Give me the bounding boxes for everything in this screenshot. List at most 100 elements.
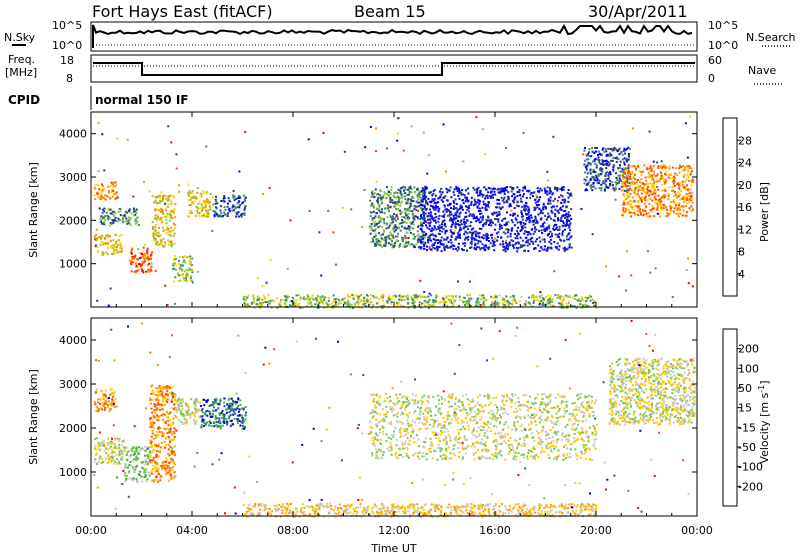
- power-pixel: [563, 209, 566, 212]
- power-pixel: [596, 146, 598, 149]
- velocity-pixel: [171, 458, 174, 461]
- power-pixel: [641, 182, 644, 185]
- power-pixel: [449, 239, 452, 241]
- power-pixel: [233, 195, 236, 198]
- velocity-pixel: [166, 390, 169, 393]
- velocity-pixel: [135, 458, 138, 461]
- velocity-pixel: [171, 422, 174, 425]
- power-pixel: [237, 215, 240, 218]
- velocity-pixel: [151, 451, 153, 454]
- power-pixel: [435, 228, 438, 231]
- power-pixel: [612, 156, 615, 159]
- power-pixel: [648, 167, 651, 170]
- power-pixel: [420, 203, 423, 206]
- power-pixel: [476, 246, 479, 249]
- power-noise-pixel: [605, 265, 607, 268]
- power-pixel: [383, 244, 386, 247]
- velocity-pixel: [144, 475, 147, 478]
- velocity-pixel: [157, 455, 160, 458]
- power-pixel: [448, 298, 450, 301]
- power-noise-pixel: [350, 208, 353, 211]
- power-pixel: [605, 154, 608, 157]
- power-pixel: [455, 211, 458, 214]
- power-pixel: [388, 237, 391, 240]
- power-pixel: [662, 204, 665, 207]
- power-pixel: [443, 248, 446, 250]
- power-pixel: [389, 192, 392, 195]
- power-pixel: [627, 169, 630, 172]
- power-pixel: [135, 265, 138, 268]
- power-pixel: [449, 300, 452, 303]
- power-pixel: [401, 219, 404, 221]
- power-pixel: [477, 210, 480, 213]
- power-pixel: [485, 208, 488, 211]
- power-pixel: [258, 296, 261, 299]
- power-pixel: [435, 300, 438, 303]
- power-noise-pixel: [402, 149, 405, 152]
- power-noise-pixel: [327, 209, 330, 212]
- power-pixel: [422, 208, 425, 211]
- velocity-pixel: [153, 409, 156, 412]
- power-pixel: [215, 200, 218, 203]
- power-pixel: [532, 191, 535, 194]
- velocity-pixel: [234, 408, 237, 411]
- power-pixel: [366, 294, 369, 297]
- velocity-pixel: [109, 388, 112, 391]
- power-pixel: [618, 179, 621, 182]
- power-pixel: [605, 164, 608, 167]
- velocity-pixel: [152, 449, 155, 452]
- power-pixel: [686, 177, 689, 180]
- power-pixel: [541, 232, 544, 234]
- power-pixel: [516, 221, 519, 224]
- power-pixel: [657, 165, 660, 168]
- power-pixel: [482, 216, 484, 219]
- power-pixel: [97, 184, 100, 187]
- power-pixel: [111, 195, 114, 198]
- power-pixel: [506, 211, 508, 214]
- velocity-pixel: [157, 445, 160, 447]
- power-pixel: [609, 173, 612, 176]
- power-pixel: [359, 300, 362, 303]
- power-pixel: [519, 236, 522, 239]
- power-pixel: [589, 172, 592, 175]
- velocity-pixel: [157, 471, 160, 474]
- power-pixel: [627, 154, 630, 157]
- power-pixel: [112, 239, 115, 242]
- power-pixel: [208, 205, 211, 208]
- velocity-pixel: [197, 408, 200, 411]
- power-pixel: [586, 172, 589, 175]
- power-pixel: [685, 202, 688, 205]
- power-pixel: [410, 295, 413, 298]
- power-pixel: [481, 243, 484, 246]
- power-pixel: [164, 241, 167, 244]
- power-pixel: [539, 196, 542, 199]
- power-pixel: [464, 242, 467, 245]
- power-pixel: [652, 207, 655, 210]
- power-pixel: [351, 294, 354, 296]
- power-noise-pixel: [373, 296, 376, 299]
- power-noise-pixel: [685, 269, 688, 272]
- power-pixel: [266, 301, 269, 304]
- power-pixel: [463, 296, 466, 299]
- power-pixel: [538, 295, 541, 298]
- power-pixel: [673, 195, 676, 198]
- power-pixel: [628, 177, 631, 180]
- power-noise-pixel: [481, 128, 484, 131]
- power-pixel: [561, 234, 564, 237]
- power-pixel: [478, 218, 481, 221]
- power-pixel: [155, 234, 158, 236]
- velocity-pixel: [105, 447, 108, 450]
- power-pixel: [524, 223, 527, 225]
- power-pixel: [493, 240, 496, 243]
- power-pixel: [403, 189, 405, 192]
- power-pixel: [549, 190, 552, 193]
- power-pixel: [173, 196, 176, 199]
- power-pixel: [208, 209, 211, 211]
- power-pixel: [485, 188, 488, 191]
- power-pixel: [425, 208, 428, 211]
- power-pixel: [114, 184, 117, 187]
- power-pixel: [568, 244, 571, 247]
- power-pixel: [627, 146, 630, 149]
- power-pixel: [401, 216, 404, 218]
- velocity-pixel: [158, 415, 161, 418]
